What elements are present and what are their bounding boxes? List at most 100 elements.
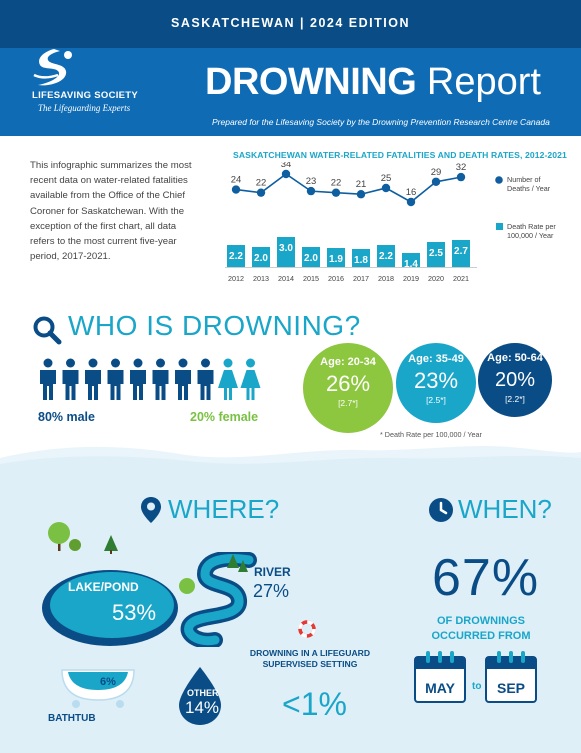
female-label: 20% female xyxy=(190,410,259,424)
bar-value-label: 1.4 xyxy=(404,259,418,270)
other-pct: 14% xyxy=(185,698,220,717)
who-title: WHO IS DROWNING? xyxy=(68,310,361,341)
tree-icon xyxy=(48,522,118,554)
chart-bar xyxy=(252,247,270,267)
title-light: Report xyxy=(426,61,541,103)
deaths-value-label: 23 xyxy=(306,176,317,187)
deaths-point xyxy=(406,197,416,207)
chart-bar xyxy=(377,245,395,267)
calendar-icon xyxy=(485,651,537,703)
male-person-icon xyxy=(197,358,214,400)
footnote: * Death Rate per 100,000 / Year xyxy=(380,430,482,439)
age-label: Age: 20-34 xyxy=(320,356,376,368)
legend-line-label: Number of xyxy=(507,175,541,184)
age-label: Age: 50-64 xyxy=(487,352,543,364)
deaths-point xyxy=(331,188,341,197)
legend-bar-label: 100,000 / Year xyxy=(507,231,554,240)
chart-bar xyxy=(352,249,370,267)
deaths-point xyxy=(306,186,316,196)
chart-bar xyxy=(277,237,295,267)
bar-value-label: 2.2 xyxy=(379,251,393,262)
bathtub-icon xyxy=(61,669,135,708)
female-person-icon xyxy=(218,358,238,400)
title-bold: DROWNING xyxy=(205,61,417,103)
lifesaving-logo-icon xyxy=(33,49,72,86)
age-pct: 26% xyxy=(325,371,371,396)
bar-value-label: 1.8 xyxy=(354,255,368,266)
male-person-icon xyxy=(62,358,79,400)
legend-line-label: Deaths / Year xyxy=(507,184,551,193)
where-title: WHERE? xyxy=(168,494,280,524)
x-tick-label: 2012 xyxy=(228,274,244,283)
male-person-icon xyxy=(40,358,56,400)
bar-value-label: 2.7 xyxy=(454,246,468,257)
x-tick-label: 2018 xyxy=(378,274,394,283)
x-tick-label: 2019 xyxy=(403,274,419,283)
x-tick-label: 2017 xyxy=(353,274,369,283)
bar-value-label: 2.2 xyxy=(229,251,243,262)
deaths-point xyxy=(381,183,391,193)
river-pct: 27% xyxy=(253,581,290,601)
male-person-icon xyxy=(152,358,169,400)
male-person-icon xyxy=(107,358,124,400)
chart-bar xyxy=(227,245,245,267)
chart-bar xyxy=(402,253,420,267)
bar-value-label: 2.0 xyxy=(304,253,318,264)
bathtub-label: BATHTUB xyxy=(48,713,96,724)
guard-label: DROWNING IN A LIFEGUARD SUPERVISED SETTI… xyxy=(249,648,371,669)
deaths-point xyxy=(431,177,441,186)
deaths-point xyxy=(231,185,241,194)
lake-pct: 53% xyxy=(112,600,157,625)
deaths-value-label: 22 xyxy=(331,178,342,189)
bar-value-label: 3.0 xyxy=(279,243,293,254)
other-label: OTHER xyxy=(187,688,219,698)
chart-bar xyxy=(452,240,470,267)
month-from: MAY xyxy=(425,680,455,696)
lake-illustration xyxy=(42,522,178,646)
age-rate: [2.2*] xyxy=(505,394,525,404)
tree-icon xyxy=(179,554,248,594)
deaths-value-label: 22 xyxy=(256,178,267,189)
age-rate: [2.7*] xyxy=(338,398,358,408)
deaths-point xyxy=(281,169,291,179)
when-subtitle: OF DROWNINGS OCCURRED FROM xyxy=(431,615,531,642)
male-person-icon xyxy=(85,358,101,400)
bar-value-label: 1.9 xyxy=(329,254,343,265)
age-group-circle: Age: 35-49 23% [2.5*] xyxy=(396,343,476,423)
to-label: to xyxy=(472,681,482,692)
lake-label: LAKE/POND xyxy=(68,580,139,594)
age-group-circle: Age: 50-64 20% [2.2*] xyxy=(478,343,552,417)
deaths-value-label: 29 xyxy=(431,167,442,178)
river-label: RIVER xyxy=(254,565,291,579)
deaths-point xyxy=(256,188,266,197)
when-pct: 67% xyxy=(432,549,540,607)
deaths-point xyxy=(356,190,366,199)
calendar-icon xyxy=(414,651,466,703)
chart-title: SASKATCHEWAN WATER-RELATED FATALITIES AN… xyxy=(233,150,567,160)
brand-name: LIFESAVING SOCIETY xyxy=(32,90,139,101)
gender-pictogram xyxy=(40,358,261,400)
brand-tagline: The Lifeguarding Experts xyxy=(38,103,131,113)
edition-label: SASKATCHEWAN | 2024 EDITION xyxy=(171,16,410,30)
fatalities-chart: 2.2 2012 2.0 2013 3.0 2014 2.0 2015 1.9 2016 1.8 20… xyxy=(225,162,556,283)
age-group-circle: Age: 20-34 26% [2.7*] xyxy=(303,343,393,433)
chart-bar xyxy=(427,242,445,267)
bar-value-label: 2.0 xyxy=(254,253,268,264)
legend-line-marker xyxy=(495,176,503,184)
x-tick-label: 2021 xyxy=(453,274,469,283)
bar-value-label: 2.5 xyxy=(429,248,443,259)
deaths-value-label: 32 xyxy=(456,162,467,173)
age-label: Age: 35-49 xyxy=(408,353,464,365)
male-person-icon xyxy=(175,358,191,400)
guard-pct: <1% xyxy=(282,686,347,722)
page-subtitle: Prepared for the Lifesaving Society by t… xyxy=(212,117,550,127)
deaths-value-label: 21 xyxy=(356,179,367,190)
deaths-value-label: 16 xyxy=(406,187,417,198)
deaths-line xyxy=(235,173,462,203)
female-person-icon xyxy=(240,358,261,400)
page-title: DROWNING Report xyxy=(205,60,541,104)
male-label: 80% male xyxy=(38,410,95,424)
deaths-point xyxy=(456,172,466,182)
river-illustration xyxy=(179,552,257,647)
x-tick-label: 2013 xyxy=(253,274,269,283)
